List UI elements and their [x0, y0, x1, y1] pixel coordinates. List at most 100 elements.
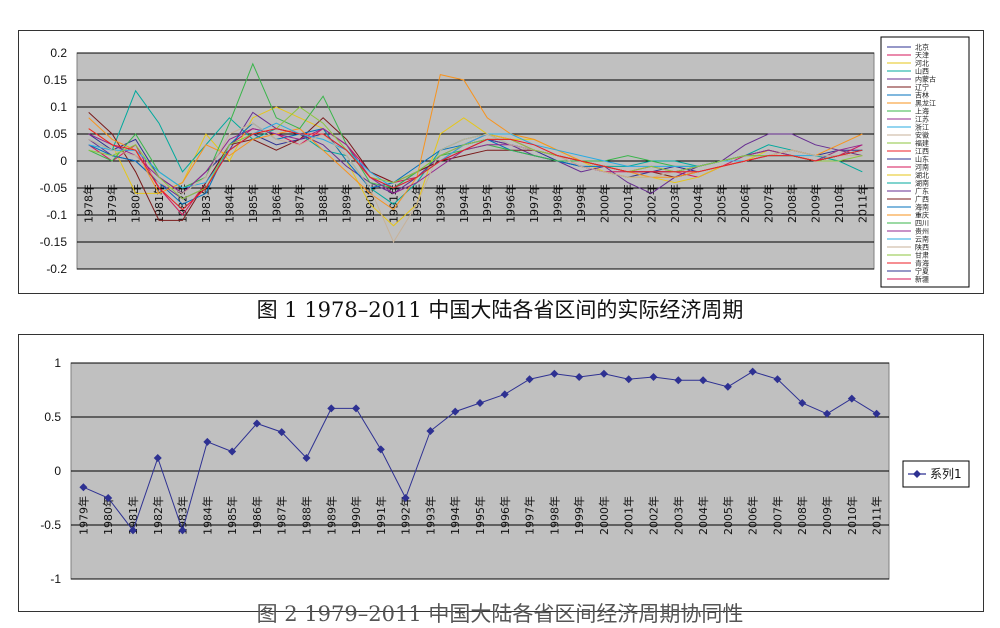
data-point-marker [699, 376, 708, 385]
data-point-marker [327, 404, 336, 413]
legend-label: 江西 [915, 148, 929, 156]
legend-label: 内蒙古 [915, 75, 936, 84]
legend-label: 北京 [915, 43, 929, 52]
x-tick-label: 1988年 [299, 496, 313, 535]
data-point-marker [525, 375, 534, 384]
x-tick-label: 1979年 [76, 496, 90, 535]
x-tick-label: 1993年 [423, 496, 437, 535]
legend-label: 山西 [915, 67, 929, 76]
x-tick-label: 1984年 [200, 496, 214, 535]
legend-label: 广东 [915, 187, 929, 196]
legend-label: 四川 [915, 220, 929, 228]
legend-label: 吉林 [915, 91, 929, 100]
x-tick-label: 1990年 [349, 496, 363, 535]
y-tick-label: 0.5 [44, 410, 61, 424]
x-tick-label: 1985年 [246, 184, 260, 223]
data-point-marker [500, 390, 509, 399]
y-tick-label: -0.05 [40, 181, 68, 195]
x-tick-label: 1986年 [250, 496, 264, 535]
x-tick-label: 2009年 [808, 184, 822, 223]
legend-label: 云南 [915, 235, 929, 244]
legend-label: 河北 [915, 60, 929, 68]
data-point-marker [599, 369, 608, 378]
legend-label: 辽宁 [915, 83, 929, 92]
data-point-marker [302, 454, 311, 463]
x-tick-label: 1994年 [448, 496, 462, 535]
data-point-marker [153, 454, 162, 463]
data-point-marker [476, 398, 484, 407]
x-tick-label: 1985年 [225, 496, 239, 535]
x-tick-label: 2010年 [832, 184, 846, 223]
legend-label: 江苏 [915, 115, 929, 124]
y-tick-label: 0.1 [50, 100, 67, 114]
x-tick-label: 1994年 [457, 184, 471, 223]
legend-label: 河南 [915, 163, 929, 172]
chart-1: 0.2 0.15 0.1 0.05 0 -0.05 -0.1 -0.15 -0.2 1978年 19… [40, 36, 970, 288]
x-tick-label: 1995年 [480, 184, 494, 223]
data-point-marker [823, 409, 832, 418]
data-point-marker [228, 447, 237, 456]
legend-label: 甘肃 [915, 251, 929, 260]
x-tick-label: 1987年 [293, 184, 307, 223]
figure-1-caption: 图 1 1978–2011 中国大陆各省区间的实际经济周期 [256, 298, 744, 322]
x-tick-label: 1983年 [199, 184, 213, 223]
x-tick-label: 2008年 [795, 496, 809, 535]
chart-1-frame: 0.2 0.15 0.1 0.05 0 -0.05 -0.1 -0.15 -0.2 1978年 19… [18, 30, 984, 294]
legend-label: 青海 [915, 259, 929, 268]
x-tick-label: 2004年 [691, 184, 705, 223]
y-tick-label: -0.5 [40, 518, 61, 532]
y-tick-label: -0.1 [46, 208, 67, 222]
x-tick-label: 2005年 [721, 496, 735, 535]
x-tick-label: 1995年 [473, 496, 487, 535]
legend-label: 陕西 [915, 243, 929, 252]
legend-marker [913, 470, 921, 478]
y-tick-label: 0.2 [50, 46, 67, 60]
legend-label: 黑龙江 [915, 99, 936, 108]
x-tick-label: 1987年 [275, 496, 289, 535]
x-tick-label: 2008年 [785, 184, 799, 223]
x-tick-label: 1986年 [269, 184, 283, 223]
y-tick-label: 0 [54, 464, 61, 478]
data-point-marker [252, 419, 261, 428]
x-tick-label: 2007年 [770, 496, 784, 535]
data-point-marker [104, 494, 113, 502]
legend-box [902, 460, 970, 488]
legend-label: 湖北 [915, 171, 929, 180]
x-tick-label: 1996年 [504, 184, 518, 223]
x-tick-label: 2001年 [622, 496, 636, 535]
data-point-marker [376, 445, 385, 454]
data-point-marker [624, 375, 633, 384]
y-tick-label: 1 [54, 356, 61, 370]
y-tick-label: 0.05 [44, 127, 68, 141]
data-point-marker [773, 375, 782, 384]
legend-label: 贵州 [915, 227, 929, 236]
legend-label: 宁夏 [915, 267, 929, 276]
y-tick-label: -0.2 [46, 262, 67, 276]
x-tick-label: 2001年 [621, 184, 635, 223]
chart-2-frame: 1 0.5 0 -0.5 -1 1979年 1980年 1981年 1982年 1983年 1984… [18, 334, 984, 612]
x-tick-label: 2011年 [870, 496, 884, 535]
legend-label: 上海 [915, 107, 929, 116]
legend-label: 天津 [915, 52, 929, 60]
data-point-marker [723, 382, 732, 391]
x-tick-label: 1989年 [340, 184, 354, 223]
x-tick-label: 2002年 [647, 496, 661, 535]
y-tick-label: -0.15 [40, 235, 68, 249]
data-point-marker [872, 409, 881, 418]
data-point-marker [203, 437, 212, 446]
legend-label: 重庆 [915, 211, 929, 220]
data-point-marker [575, 373, 584, 382]
legend-label: 山东 [915, 155, 929, 164]
x-tick-label: 1982年 [151, 496, 165, 535]
x-tick-label: 1979年 [105, 184, 119, 223]
data-point-marker [401, 494, 410, 502]
x-tick-label: 1988年 [316, 184, 330, 223]
x-tick-label: 1997年 [527, 184, 541, 223]
x-tick-label: 2000年 [597, 496, 611, 535]
data-point-marker [847, 394, 856, 403]
data-point-marker [352, 404, 361, 413]
x-tick-label: 2003年 [671, 496, 685, 535]
legend-label: 广西 [915, 195, 929, 204]
legend-label: 新疆 [915, 275, 929, 284]
data-point-marker [128, 526, 137, 535]
